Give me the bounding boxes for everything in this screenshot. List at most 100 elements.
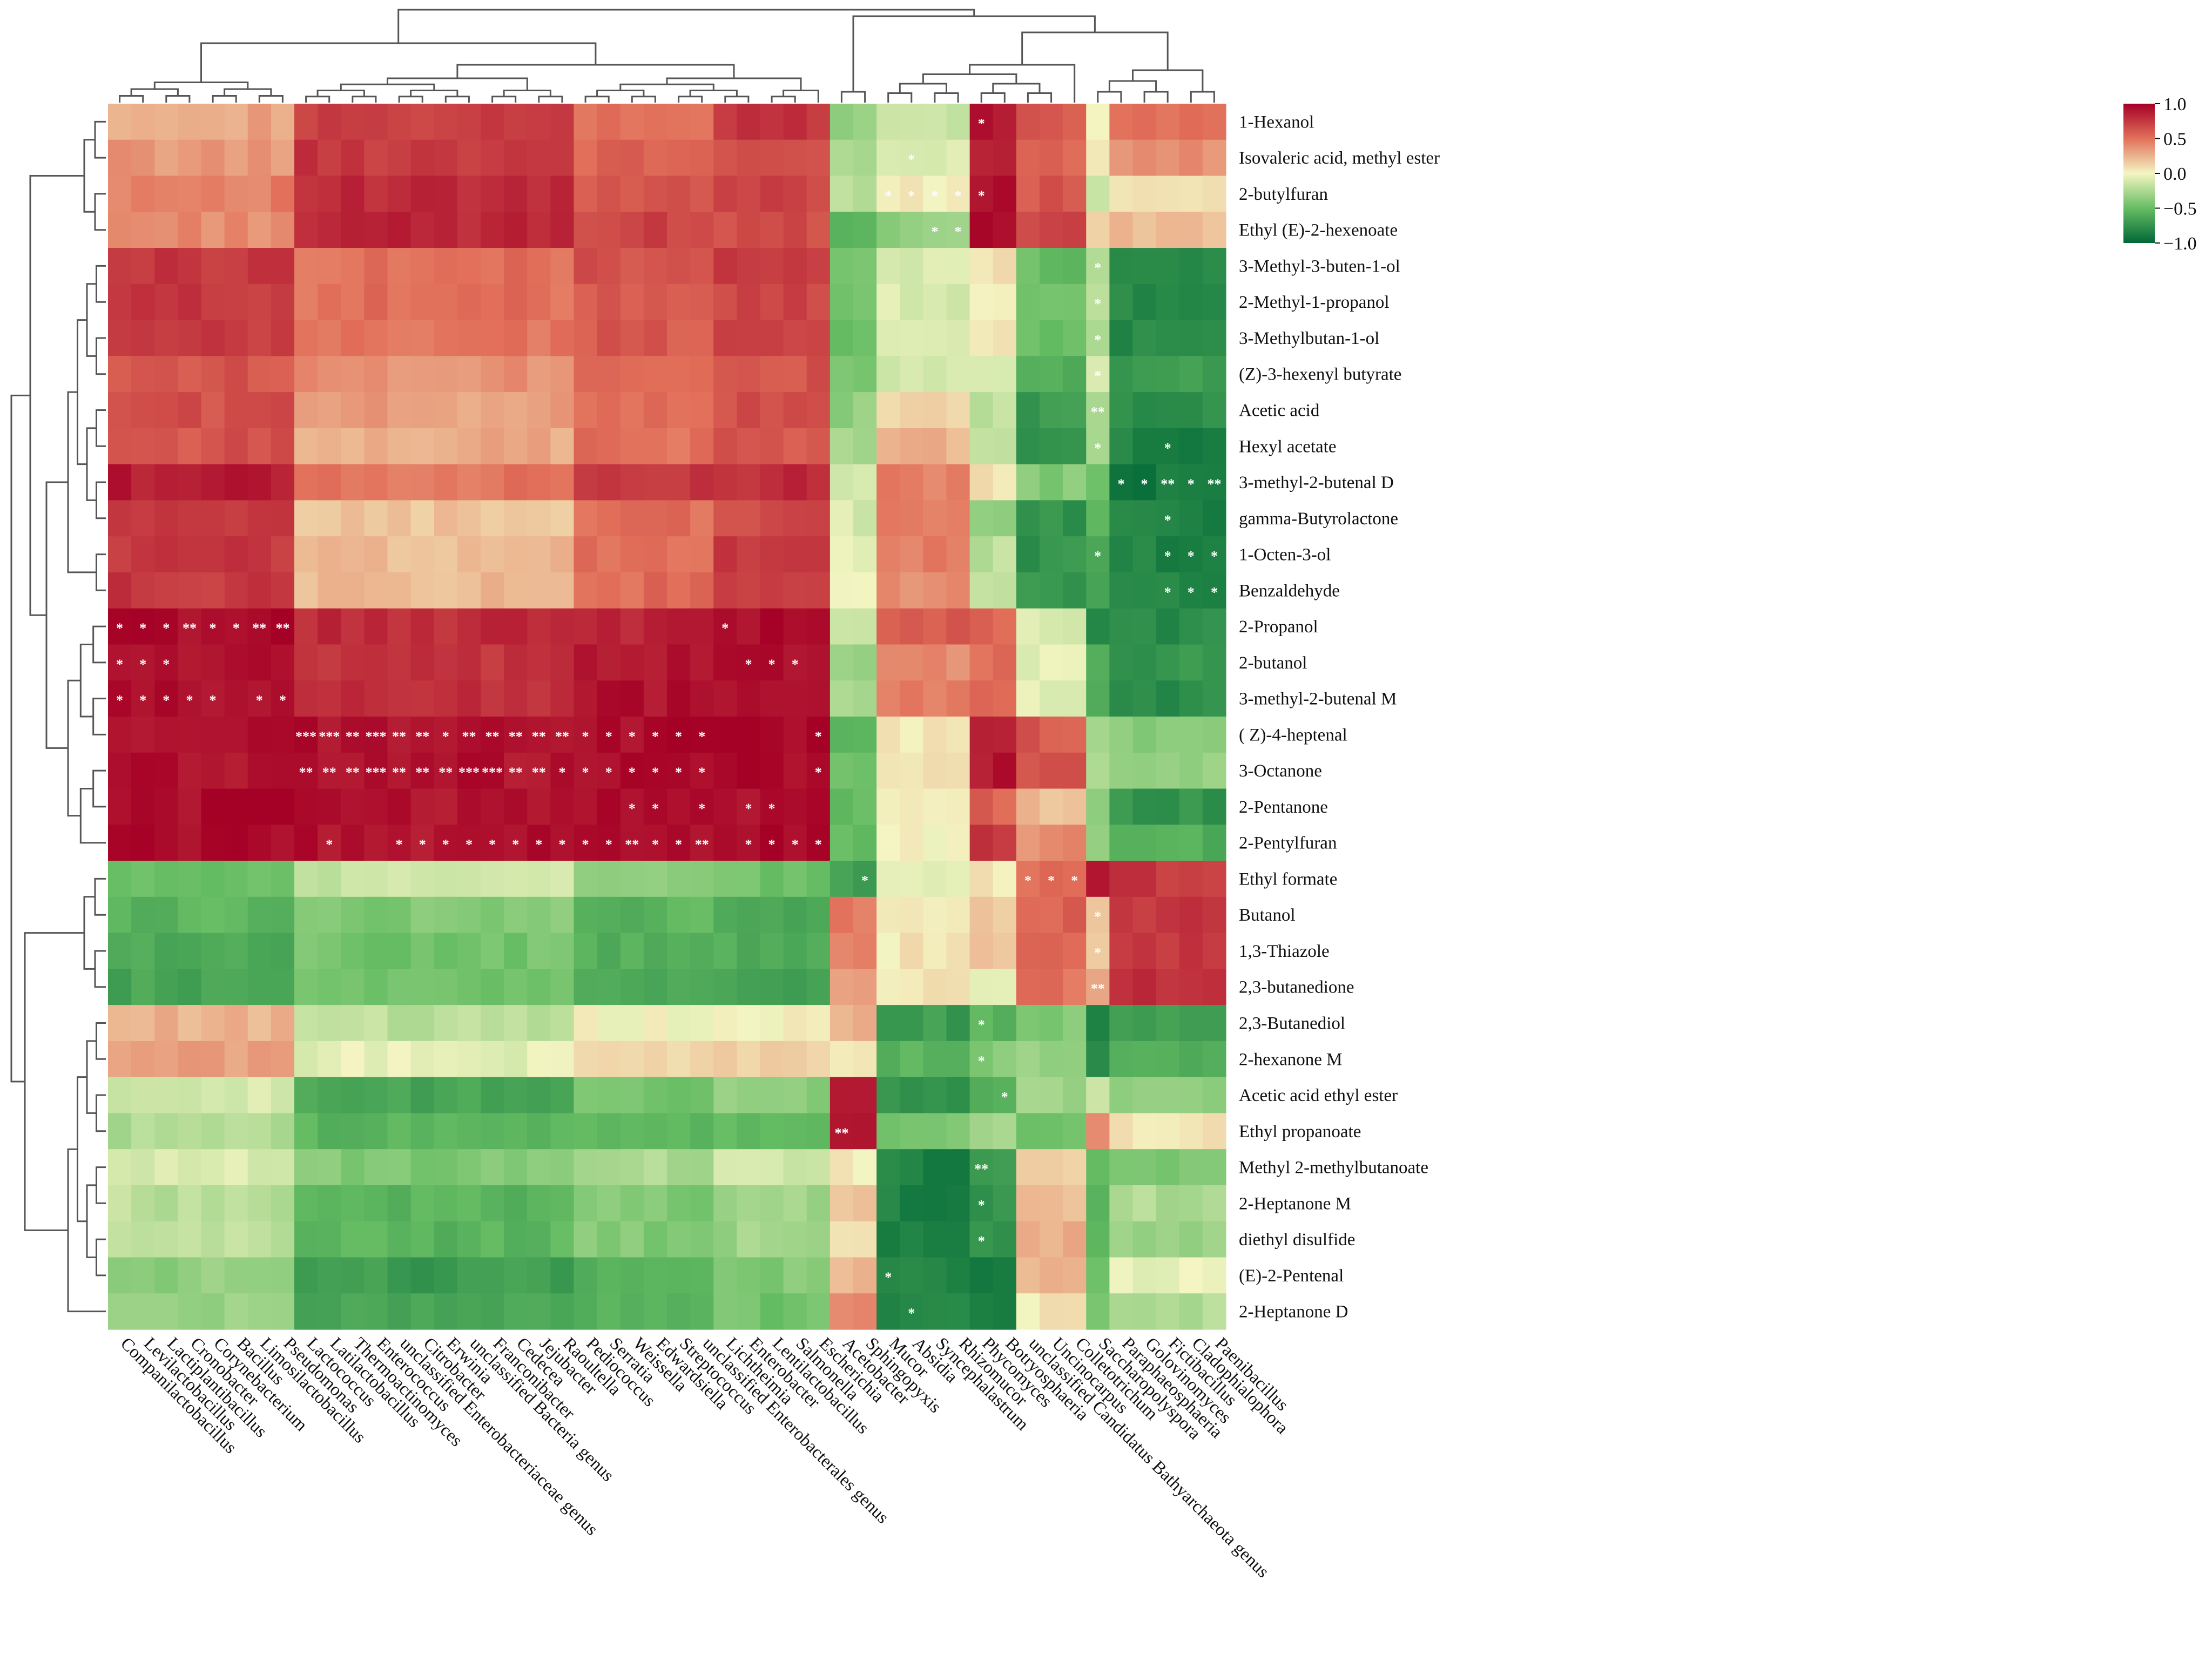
dendrogram-link <box>456 64 735 78</box>
heatmap-cell <box>783 788 807 825</box>
heatmap-cell <box>574 283 598 321</box>
heatmap-cell <box>667 212 691 248</box>
heatmap-cell <box>294 1149 318 1186</box>
heatmap-cell <box>620 896 644 934</box>
significance-marker: ** <box>322 765 336 780</box>
heatmap-cell <box>131 283 155 321</box>
heatmap-cell <box>713 1041 737 1078</box>
heatmap-cell <box>1179 283 1203 321</box>
heatmap-cell <box>247 680 272 717</box>
heatmap-cell <box>341 428 365 465</box>
heatmap-cell <box>224 680 248 717</box>
heatmap-cell <box>387 1077 412 1114</box>
heatmap-cell <box>1132 500 1157 537</box>
row-label: Ethyl propanoate <box>1239 1122 1361 1142</box>
heatmap-cell <box>690 283 714 321</box>
significance-marker: * <box>931 224 938 240</box>
heatmap-cell <box>876 320 900 356</box>
heatmap-cell <box>993 896 1017 934</box>
heatmap-cell <box>1086 680 1110 717</box>
heatmap-cell <box>783 1041 807 1078</box>
significance-marker: * <box>1211 584 1218 600</box>
heatmap-cell <box>737 1293 761 1330</box>
significance-marker: * <box>675 765 682 780</box>
heatmap-cell <box>178 1257 202 1294</box>
heatmap-cell <box>341 1221 365 1258</box>
heatmap-cell <box>224 248 248 285</box>
heatmap-cell <box>527 572 551 609</box>
heatmap-cell <box>1086 139 1110 177</box>
heatmap-cell <box>364 717 388 753</box>
heatmap-cell <box>806 933 831 969</box>
heatmap-cell <box>527 969 551 1005</box>
row-label: gamma-Butyrolactone <box>1239 509 1398 529</box>
heatmap-cell <box>1040 320 1063 356</box>
heatmap-cell <box>1086 1221 1110 1258</box>
heatmap-cell <box>900 1185 923 1222</box>
heatmap-cell <box>853 572 877 609</box>
heatmap-cell <box>946 536 970 573</box>
heatmap-cell <box>969 1113 994 1150</box>
heatmap-cell <box>108 861 132 897</box>
heatmap-cell <box>574 896 598 934</box>
significance-markers: *** * * * ** ******** ** * ** * **** * * ** * ** * * ** * * *… <box>116 116 1221 1321</box>
heatmap-cell <box>364 896 388 934</box>
heatmap-cell <box>1179 969 1203 1005</box>
heatmap-cell <box>318 1293 341 1330</box>
heatmap-cell <box>247 392 272 429</box>
dendrogram-link <box>538 96 563 103</box>
heatmap-cell <box>1179 1185 1203 1222</box>
heatmap-cell <box>690 1293 714 1330</box>
heatmap-cell <box>993 1221 1017 1258</box>
heatmap-cell <box>1086 1185 1110 1222</box>
heatmap-cell <box>737 933 761 969</box>
heatmap-cell <box>1202 680 1226 717</box>
heatmap-cell <box>923 825 947 861</box>
heatmap-cell <box>667 1293 691 1330</box>
heatmap-cell <box>131 320 155 356</box>
heatmap-cell <box>923 392 947 429</box>
heatmap-cell <box>923 1041 947 1078</box>
significance-marker: * <box>1188 549 1195 564</box>
heatmap-cell <box>1063 680 1087 717</box>
heatmap-cell <box>1086 283 1110 321</box>
heatmap-cell <box>1179 1005 1203 1042</box>
heatmap-cell <box>201 1221 225 1258</box>
heatmap-cell <box>876 139 900 177</box>
heatmap-cell <box>481 536 504 573</box>
heatmap-cell <box>620 1005 644 1042</box>
heatmap-cell <box>178 428 202 465</box>
heatmap-cell <box>247 320 272 356</box>
heatmap-cell <box>1063 572 1087 609</box>
heatmap-cell <box>108 464 132 501</box>
heatmap-cell <box>1132 320 1157 356</box>
heatmap-cell <box>364 212 388 248</box>
heatmap-cell <box>108 717 132 753</box>
heatmap-cell <box>597 969 621 1005</box>
significance-marker: * <box>908 1306 915 1321</box>
heatmap-cell <box>1109 1185 1134 1222</box>
heatmap-cell <box>993 212 1017 248</box>
heatmap-cell <box>457 717 481 753</box>
heatmap-cell <box>760 1041 784 1078</box>
heatmap-cell <box>481 1221 504 1258</box>
heatmap-cell <box>1040 248 1063 285</box>
heatmap-cell <box>481 1041 504 1078</box>
significance-marker: * <box>745 657 752 672</box>
heatmap-cell <box>713 248 737 285</box>
heatmap-cell <box>527 175 551 212</box>
significance-marker: * <box>1024 873 1031 888</box>
heatmap-cell <box>853 752 877 789</box>
heatmap-cell <box>178 608 202 645</box>
heatmap-cell <box>946 680 970 717</box>
dendrogram-link <box>94 120 106 159</box>
heatmap-cell <box>667 1077 691 1114</box>
heatmap-cell <box>690 1221 714 1258</box>
heatmap-cell <box>620 752 644 789</box>
heatmap-cell <box>504 1221 528 1258</box>
heatmap-cell <box>271 969 295 1005</box>
heatmap-cell <box>1109 861 1134 897</box>
significance-marker: * <box>652 765 659 780</box>
heatmap-cell <box>527 212 551 248</box>
heatmap-cell <box>294 1293 318 1330</box>
